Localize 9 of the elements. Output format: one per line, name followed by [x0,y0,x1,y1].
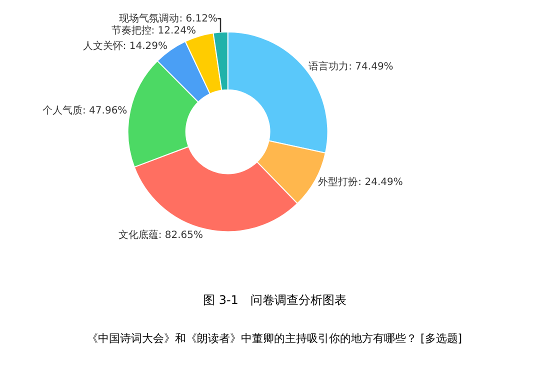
slice-label: 外型打扮: 24.49% [318,176,403,188]
slice-label: 人文关怀: 14.29% [82,40,168,52]
slice-label: 现场气氛调动: 6.12% [119,12,218,25]
slice-label: 语言功力: 74.49% [308,60,394,73]
slice-label: 节奏把控: 12.24% [111,24,196,37]
caption: 图 3-1 问卷调查分析图表 [203,293,346,307]
text: 《中国诗词大会》和《朗读者》中董卿的主持吸引你的地方有哪些？ [多选题] [87,332,462,345]
slice-label: 个人气质: 47.96% [42,104,128,116]
slice-label: 文化底蕴: 82.65% [118,229,204,242]
